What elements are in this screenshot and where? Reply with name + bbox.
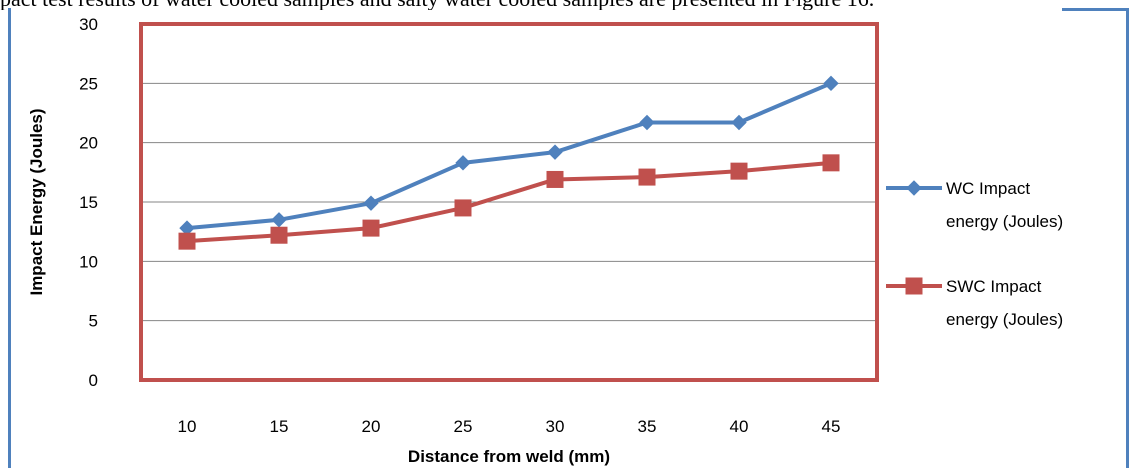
legend-label: energy (Joules) (946, 310, 1063, 329)
x-tick-label: 30 (546, 417, 565, 436)
plot-area-border (139, 22, 879, 382)
y-tick-label: 15 (79, 193, 98, 212)
y-axis-title: Impact Energy (Joules) (27, 108, 46, 295)
y-tick-label: 0 (89, 371, 98, 390)
y-tick-label: 10 (79, 252, 98, 271)
data-point-marker (454, 199, 472, 217)
data-point-marker (362, 219, 380, 237)
legend-entry: SWC Impact energy (Joules) (886, 277, 1063, 329)
series-group (178, 75, 840, 250)
data-point-marker (639, 114, 655, 131)
series-line (186, 81, 832, 231)
x-tick-label: 40 (730, 417, 749, 436)
legend-entry: WC Impact energy (Joules) (886, 179, 1063, 231)
x-tick-label: 20 (362, 417, 381, 436)
legend: WC Impact energy (Joules) SWC Impact energy… (886, 179, 1063, 329)
legend-marker (905, 277, 923, 295)
x-tick-label: 35 (638, 417, 657, 436)
frame-left-border (8, 8, 11, 468)
legend-marker (906, 180, 922, 196)
data-point-marker (730, 162, 748, 180)
x-tick-label: 25 (454, 417, 473, 436)
data-point-marker (178, 232, 196, 250)
series-line (186, 160, 832, 244)
y-tick-label: 5 (89, 312, 98, 331)
frame-top-border (1062, 8, 1129, 11)
data-point-marker (363, 195, 379, 211)
x-axis-title: Distance from weld (mm) (408, 447, 610, 466)
data-point-marker (823, 75, 839, 92)
data-point-marker (271, 212, 287, 228)
y-tick-label: 20 (79, 134, 98, 153)
data-point-marker (546, 170, 564, 188)
x-tick-labels: 10 15 20 25 30 35 40 45 (178, 417, 841, 436)
data-point-marker (638, 168, 656, 186)
legend-label: energy (Joules) (946, 212, 1063, 231)
y-tick-label: 30 (79, 15, 98, 34)
gridlines (141, 23, 877, 381)
data-point-marker (455, 155, 471, 171)
data-point-marker (547, 144, 563, 160)
y-tick-label: 25 (79, 74, 98, 93)
x-tick-label: 15 (270, 417, 289, 436)
frame-right-border (1126, 8, 1129, 468)
x-tick-label: 10 (178, 417, 197, 436)
legend-label: SWC Impact (946, 277, 1042, 296)
caption-text: pact test results of water cooled sample… (0, 0, 1133, 10)
legend-label: WC Impact (946, 179, 1030, 198)
x-tick-label: 45 (822, 417, 841, 436)
y-tick-labels: 0 5 10 15 20 25 30 (79, 15, 98, 390)
data-point-marker (822, 154, 840, 172)
series-wc (179, 75, 839, 236)
data-point-marker (731, 114, 747, 131)
data-point-marker (270, 226, 288, 244)
series-swc (178, 154, 840, 250)
